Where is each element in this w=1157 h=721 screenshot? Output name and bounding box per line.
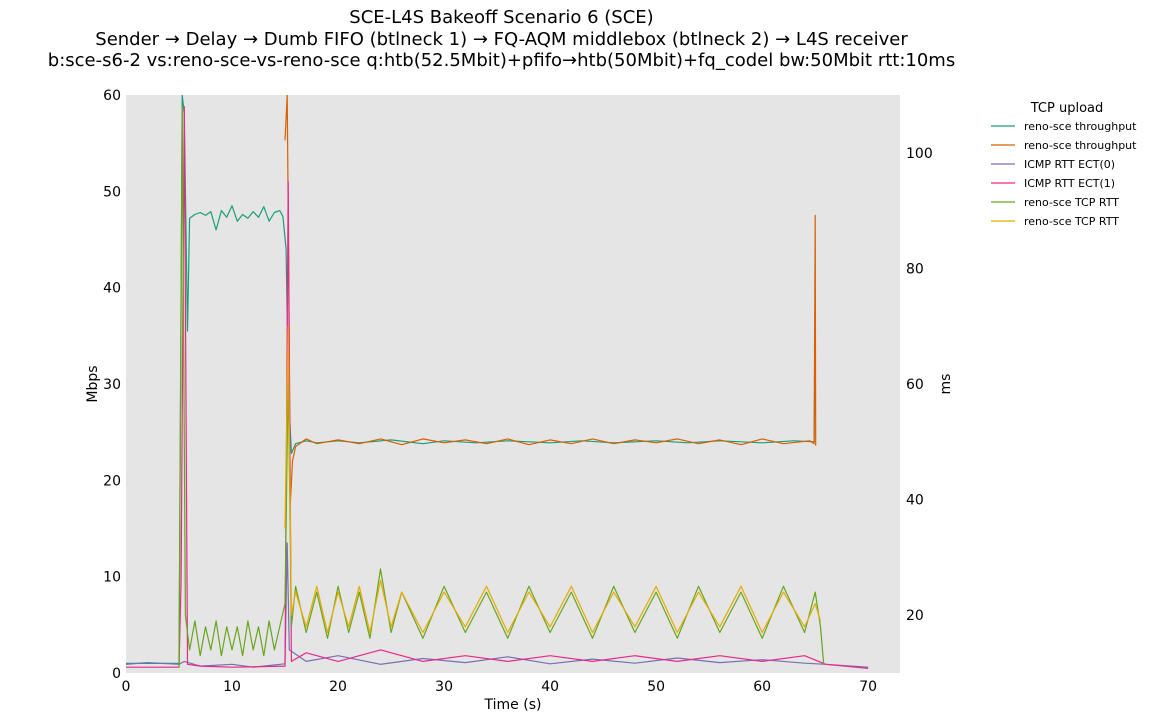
chart-subtitle-2: b:sce-s6-2 vs:reno-sce-vs-reno-sce q:htb… bbox=[47, 50, 956, 71]
chart-title: SCE-L4S Bakeoff Scenario 6 (SCE) bbox=[349, 7, 654, 28]
series-layer bbox=[126, 95, 869, 669]
x-tick-label-3: 30 bbox=[435, 679, 453, 695]
legend: TCP upload reno-sce throughput reno-sce t… bbox=[991, 101, 1137, 228]
y-right-tick-label-3: 80 bbox=[906, 261, 924, 277]
x-tick-label-6: 60 bbox=[753, 679, 771, 695]
y-axis-left-label: Mbps bbox=[85, 365, 101, 402]
y-right-tick-label-0: 20 bbox=[906, 608, 924, 624]
series-line-1 bbox=[284, 95, 817, 505]
x-tick-label-1: 10 bbox=[223, 679, 241, 695]
x-tick-label-0: 0 bbox=[122, 679, 131, 695]
y-right-tick-label-1: 40 bbox=[906, 493, 924, 509]
y-left-tick-label-0: 0 bbox=[112, 666, 121, 682]
y-left-tick-label-1: 10 bbox=[103, 570, 121, 586]
y-right-tick-label-2: 60 bbox=[906, 377, 924, 393]
series-line-0 bbox=[126, 95, 816, 664]
y-left-tick-label-2: 20 bbox=[103, 473, 121, 489]
y-right-tick-label-4: 100 bbox=[906, 146, 933, 162]
series-line-4 bbox=[178, 106, 825, 668]
x-tick-label-4: 40 bbox=[541, 679, 559, 695]
ticks-layer: 0 10 20 30 40 50 60 70 0 10 20 30 40 50 60 20 40 60 80 100 bbox=[103, 88, 933, 695]
y-left-tick-label-5: 50 bbox=[103, 184, 121, 200]
series-line-5 bbox=[284, 325, 822, 634]
legend-title: TCP upload bbox=[1030, 101, 1104, 116]
series-line-3 bbox=[126, 106, 869, 669]
legend-label-2: ICMP RTT ECT(0) bbox=[1024, 158, 1115, 171]
y-left-tick-label-4: 40 bbox=[103, 281, 121, 297]
plot-area bbox=[126, 95, 900, 673]
chart-subtitle-1: Sender → Delay → Dumb FIFO (btlneck 1) →… bbox=[95, 29, 908, 50]
y-axis-right-label: ms bbox=[938, 374, 954, 395]
legend-label-5: reno-sce TCP RTT bbox=[1024, 215, 1119, 228]
x-tick-label-2: 20 bbox=[329, 679, 347, 695]
x-axis-label: Time (s) bbox=[484, 697, 542, 713]
y-left-tick-label-3: 30 bbox=[103, 377, 121, 393]
x-tick-label-5: 50 bbox=[647, 679, 665, 695]
legend-label-0: reno-sce throughput bbox=[1024, 120, 1137, 133]
legend-label-1: reno-sce throughput bbox=[1024, 139, 1137, 152]
legend-label-4: reno-sce TCP RTT bbox=[1024, 196, 1119, 209]
legend-label-3: ICMP RTT ECT(1) bbox=[1024, 177, 1115, 190]
x-tick-label-7: 70 bbox=[859, 679, 877, 695]
y-left-tick-label-6: 60 bbox=[103, 88, 121, 104]
